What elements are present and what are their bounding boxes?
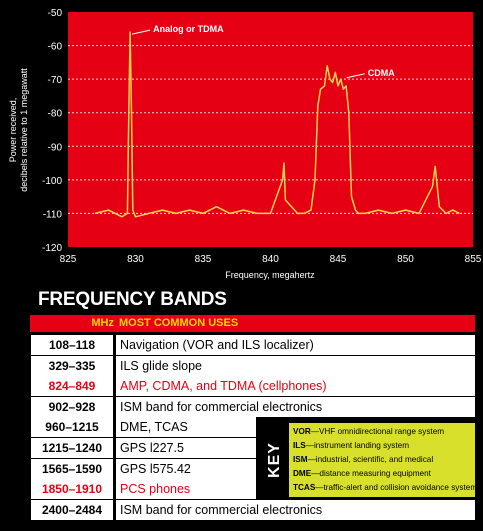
y-axis-title-line1: Power received,	[8, 98, 18, 163]
row-use: GPS l575.42	[116, 458, 256, 479]
y-tick-label: -120	[42, 243, 62, 254]
header-mhz: MHz	[91, 317, 114, 329]
x-tick-label: 845	[330, 254, 347, 265]
annotation-leader	[131, 29, 151, 35]
power-spectrum-series	[94, 31, 460, 218]
annotation-label: CDMA	[368, 68, 395, 78]
row-frequency: 108–118	[31, 335, 113, 355]
x-tick-labels: 825 830 835 840 845 850 855	[60, 254, 482, 265]
table-row: 960–1215 DME, TCAS	[30, 417, 475, 438]
row-frequency: 902–928	[31, 396, 113, 417]
spectrum-chart: -50 -60 -70 -80 -90 -100 -110 -120 825 830 835 840…	[8, 8, 482, 280]
row-frequency: 1850–1910	[31, 479, 113, 500]
x-tick-label: 850	[397, 254, 414, 265]
y-tick-label: -80	[48, 109, 63, 120]
table-row: 1565–1590 GPS l575.42	[30, 458, 475, 479]
y-tick-label: -90	[48, 142, 63, 153]
frequency-bands-table: FREQUENCY BANDS MHz MOST COMMON USES 108…	[30, 287, 478, 520]
y-tick-label: -70	[48, 75, 63, 86]
annotations: Analog or TDMA CDMA	[131, 24, 395, 79]
plot-background	[68, 12, 473, 247]
grid-lines	[68, 45, 473, 214]
row-use: ILS glide slope	[116, 355, 475, 376]
key-item: ISM—industrial, scientific, and medical	[293, 455, 434, 464]
x-tick-label: 840	[262, 254, 279, 265]
bands-title: FREQUENCY BANDS	[38, 289, 227, 310]
row-frequency: 1565–1590	[31, 458, 113, 479]
row-frequency: 960–1215	[31, 417, 113, 438]
key-item: TCAS—traffic-alert and collision avoidan…	[293, 483, 478, 492]
table-row: 1850–1910 PCS phones	[30, 479, 475, 500]
row-frequency: 2400–2484	[31, 499, 113, 520]
table-row: 2400–2484 ISM band for commercial electro…	[30, 499, 475, 520]
row-frequency: 824–849	[31, 376, 113, 397]
y-tick-label: -100	[42, 176, 62, 187]
y-tick-labels: -50 -60 -70 -80 -90 -100 -110 -120	[42, 8, 62, 254]
x-tick-label: 835	[195, 254, 212, 265]
key-box: VOR—VHF omnidirectional range system ILS…	[289, 423, 478, 497]
row-use: DME, TCAS	[116, 417, 256, 438]
key-item: DME—distance measuring equipment	[293, 469, 431, 478]
table-header: MHz MOST COMMON USES	[30, 315, 475, 332]
y-tick-label: -110	[43, 209, 63, 220]
table-row: 824–849 AMP, CDMA, and TDMA (cellphones)	[30, 376, 475, 397]
table-row: 108–118 Navigation (VOR and ILS localizer…	[30, 335, 475, 355]
key-item: VOR—VHF omnidirectional range system	[293, 427, 445, 436]
row-use: AMP, CDMA, and TDMA (cellphones)	[116, 376, 475, 397]
annotation-leader	[346, 73, 365, 79]
y-tick-label: -50	[48, 8, 63, 19]
row-frequency: 329–335	[31, 355, 113, 376]
row-use: ISM band for commercial electronics	[116, 499, 475, 520]
row-use: Navigation (VOR and ILS localizer)	[116, 335, 475, 355]
annotation-label: Analog or TDMA	[153, 24, 224, 34]
row-frequency: 1215–1240	[31, 438, 113, 458]
table-row: 329–335 ILS glide slope	[30, 355, 475, 376]
x-tick-label: 855	[465, 254, 482, 265]
key-item: ILS—instrument landing system	[293, 441, 410, 450]
x-axis-title: Frequency, megahertz	[225, 270, 315, 280]
table-row: 902–928 ISM band for commercial electroni…	[30, 396, 475, 417]
x-tick-label: 825	[60, 254, 77, 265]
y-axis-title-line2: decibels relative to 1 megawatt	[19, 68, 29, 192]
row-use: PCS phones	[116, 479, 256, 500]
header-uses: MOST COMMON USES	[119, 317, 239, 329]
x-tick-label: 830	[127, 254, 144, 265]
row-use: GPS l227.5	[116, 438, 256, 458]
row-use: ISM band for commercial electronics	[116, 396, 475, 417]
key-label: KEY	[266, 442, 283, 478]
key-legend: KEY VOR—VHF omnidirectional range system…	[263, 420, 478, 500]
table-row: 1215–1240 GPS l227.5	[30, 438, 475, 458]
y-tick-label: -60	[48, 42, 63, 53]
